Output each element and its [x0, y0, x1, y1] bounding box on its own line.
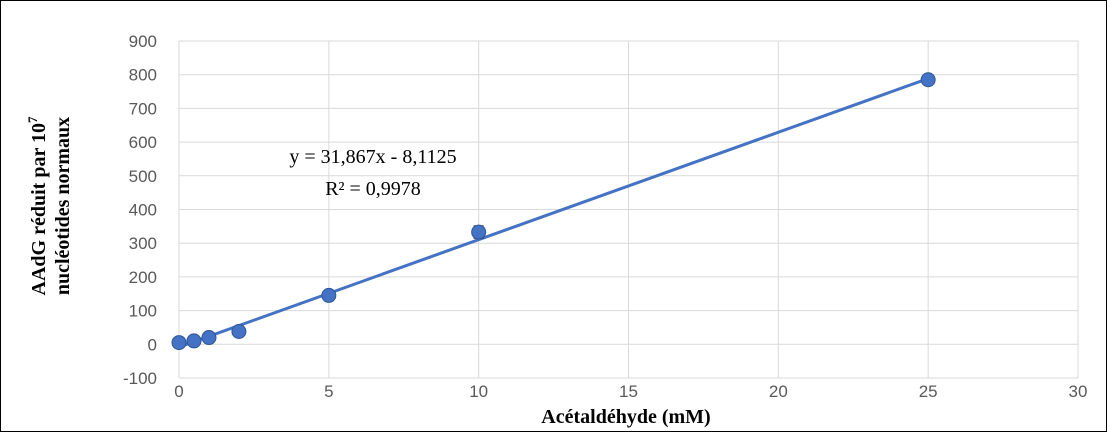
trendline	[178, 77, 929, 349]
y-tick-label: 600	[129, 133, 157, 152]
grid-lines	[178, 40, 1079, 379]
y-tick-labels: -100 0 100 200 300 400 500 600 700 800 900	[123, 32, 157, 388]
y-tick-label: 700	[129, 99, 157, 118]
y-axis-title-main: AAdG réduit par 10	[28, 123, 50, 295]
y-tick-label: 400	[129, 201, 157, 220]
x-axis-title: Acétaldéhyde (mM)	[541, 406, 710, 428]
y-tick-label: 200	[129, 268, 157, 287]
y-tick-label: 900	[129, 32, 157, 51]
data-point	[471, 224, 487, 240]
data-points	[171, 72, 936, 351]
data-point	[186, 333, 202, 349]
y-tick-label: 500	[129, 167, 157, 186]
data-point	[231, 323, 247, 339]
x-tick-label: 10	[469, 382, 488, 401]
x-tick-label: 25	[919, 382, 938, 401]
y-axis-title: AAdG réduit par 107 nucléotides normaux	[25, 116, 74, 295]
y-tick-label: -100	[123, 369, 157, 388]
data-point	[171, 335, 187, 351]
x-tick-labels: 0 5 10 15 20 25 30	[174, 382, 1087, 401]
y-axis-title-line2: nucléotides normaux	[52, 117, 74, 295]
y-tick-label: 800	[129, 66, 157, 85]
trendline-equation: y = 31,867x - 8,1125	[289, 146, 456, 168]
trendline-r2: R² = 0,9978	[325, 178, 421, 200]
data-point	[321, 287, 337, 303]
y-axis-title-superscript: 7	[25, 116, 40, 123]
x-tick-label: 30	[1069, 382, 1088, 401]
y-tick-label: 100	[129, 302, 157, 321]
x-tick-label: 15	[619, 382, 638, 401]
x-tick-label: 5	[324, 382, 333, 401]
y-tick-label: 300	[129, 234, 157, 253]
y-axis-title-line1: AAdG réduit par 107	[25, 116, 50, 295]
y-tick-label: 0	[148, 335, 157, 354]
trendline-group	[178, 77, 929, 349]
data-point	[201, 330, 217, 346]
x-tick-label: 0	[174, 382, 183, 401]
x-tick-label: 20	[769, 382, 788, 401]
data-point	[920, 72, 936, 88]
